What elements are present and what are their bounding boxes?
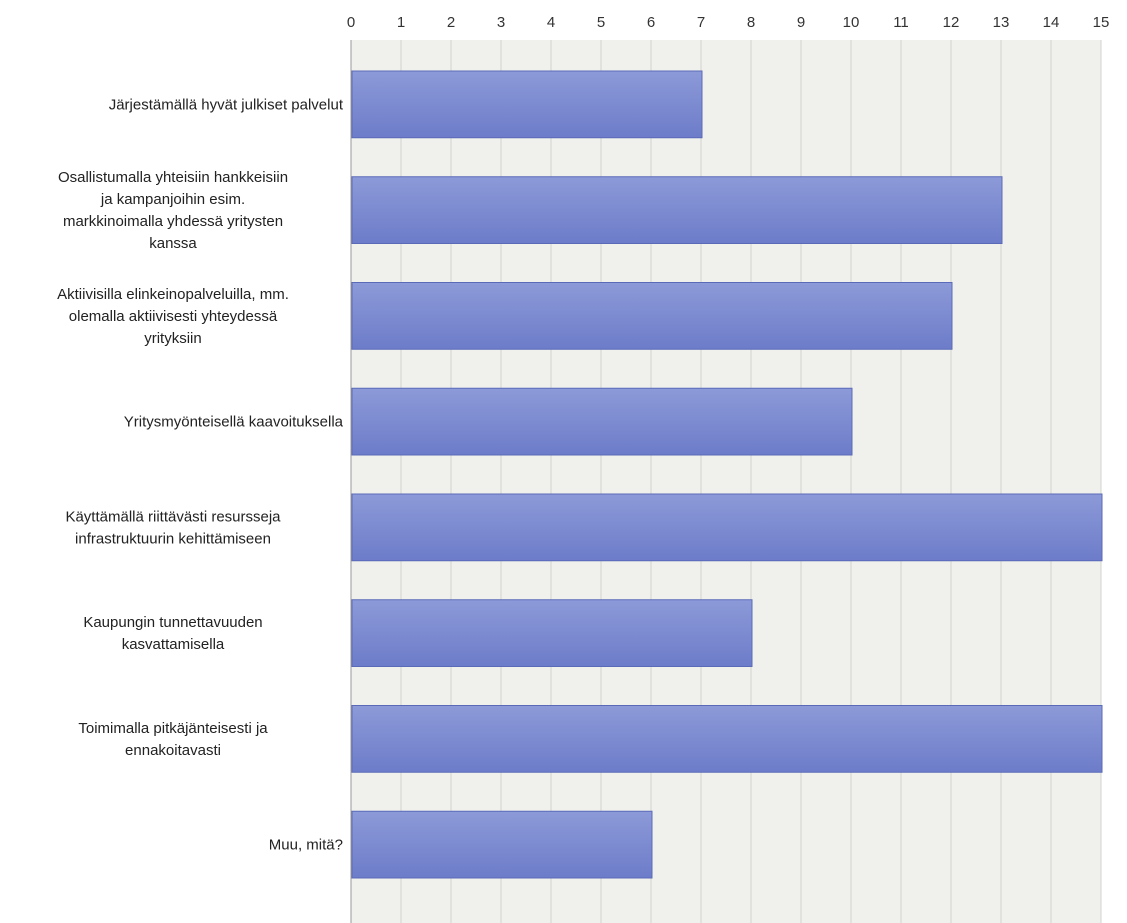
x-tick-label: 1 — [397, 14, 405, 31]
category-label-line: Aktiivisilla elinkeinopalveluilla, mm. — [57, 286, 289, 303]
category-label-line: ennakoitavasti — [125, 742, 221, 759]
x-tick-label: 8 — [747, 14, 755, 31]
bars — [351, 70, 1103, 879]
x-tick-label: 10 — [843, 14, 860, 31]
x-tick-label: 3 — [497, 14, 505, 31]
category-label-line: olemalla aktiivisesti yhteydessä — [69, 308, 278, 325]
category-label-line: Käyttämällä riittävästi resursseja — [65, 508, 281, 525]
x-tick-label: 2 — [447, 14, 455, 31]
category-label-line: markkinoimalla yhdessä yritysten — [63, 213, 283, 230]
category-label-line: ja kampanjoihin esim. — [100, 191, 245, 208]
category-label: Järjestämällä hyvät julkiset palvelut — [109, 96, 344, 113]
category-label-line: kanssa — [149, 235, 197, 252]
category-label: Osallistumalla yhteisiin hankkeisiin ja k… — [58, 169, 288, 252]
x-tick-label: 13 — [993, 14, 1010, 31]
bar — [351, 282, 953, 350]
category-label-line: Muu, mitä? — [269, 837, 343, 854]
x-tick-label: 7 — [697, 14, 705, 31]
x-tick-label: 12 — [943, 14, 960, 31]
category-label: Aktiivisilla elinkeinopalveluilla, mm. ol… — [57, 286, 289, 347]
bar — [351, 705, 1103, 773]
category-label: Yritysmyönteisellä kaavoituksella — [124, 414, 344, 431]
x-tick-label: 15 — [1093, 14, 1110, 31]
category-label-line: yrityksiin — [144, 330, 202, 347]
category-label-line: Järjestämällä hyvät julkiset palvelut — [109, 96, 344, 113]
bar — [351, 493, 1103, 562]
bar — [351, 176, 1003, 244]
category-label: Käyttämällä riittävästi resursseja infras… — [65, 508, 281, 547]
x-tick-label: 4 — [547, 14, 555, 31]
x-tick-label: 5 — [597, 14, 605, 31]
x-tick-label: 9 — [797, 14, 805, 31]
x-axis-ticks: 0 1 2 3 4 5 6 7 8 9 10 11 12 13 14 15 — [347, 14, 1110, 31]
category-label-line: Yritysmyönteisellä kaavoituksella — [124, 414, 344, 431]
x-tick-label: 6 — [647, 14, 655, 31]
category-labels: Järjestämällä hyvät julkiset palvelut Osa… — [57, 96, 344, 853]
category-label: Kaupungin tunnettavuuden kasvattamisella — [83, 614, 262, 653]
bar — [351, 599, 753, 667]
category-label: Toimimalla pitkäjänteisesti ja ennakoitav… — [78, 720, 268, 759]
x-tick-label: 11 — [893, 14, 909, 31]
category-label-line: infrastruktuurin kehittämiseen — [75, 530, 271, 547]
plot-area — [351, 40, 1101, 923]
x-tick-label: 0 — [347, 14, 355, 31]
category-label-line: Toimimalla pitkäjänteisesti ja — [78, 720, 268, 737]
bar — [351, 387, 853, 456]
category-label: Muu, mitä? — [269, 837, 343, 854]
category-label-line: Kaupungin tunnettavuuden — [83, 614, 262, 631]
bar — [351, 70, 703, 139]
bar — [351, 810, 653, 879]
category-label-line: kasvattamisella — [122, 636, 225, 653]
x-tick-label: 14 — [1043, 14, 1060, 31]
category-label-line: Osallistumalla yhteisiin hankkeisiin — [58, 169, 288, 186]
